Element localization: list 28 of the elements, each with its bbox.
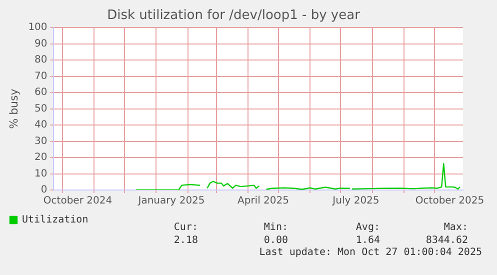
y-tick-label: 50 — [34, 103, 48, 114]
y-tick-label: 100 — [28, 22, 48, 34]
legend-label: Utilization — [22, 214, 88, 226]
y-tick-label: 40 — [34, 120, 48, 131]
y-tick-label: 60 — [34, 87, 48, 98]
text: 2.18 — [174, 235, 198, 246]
x-tick-label: July 2025 — [332, 196, 380, 207]
y-axis-title: % busy — [7, 88, 20, 129]
x-tick-label: January 2025 — [137, 196, 205, 207]
text: 1.64 — [356, 235, 380, 246]
x-tick-label: April 2025 — [237, 196, 289, 207]
y-tick-label: 0 — [40, 184, 48, 196]
text: 0.00 — [264, 235, 288, 246]
text: Last update: Mon Oct 27 01:00:04 2025 — [259, 247, 482, 258]
text: Max: — [444, 222, 468, 233]
y-tick-label: 10 — [34, 168, 48, 180]
y-tick-label: 70 — [34, 70, 48, 82]
y-tick-label: 30 — [34, 136, 48, 147]
x-tick-label: October 2024 — [43, 196, 112, 207]
text: 8344.62 — [426, 235, 468, 246]
chart-title: Disk utilization for /dev/loop1 - by year — [107, 8, 361, 24]
x-tick-label: October 2025 — [415, 196, 484, 207]
text: Avg: — [356, 222, 380, 233]
text: Cur: — [174, 222, 198, 233]
y-tick-label: 90 — [34, 38, 48, 50]
y-tick-label: 20 — [34, 152, 48, 164]
y-tick-label: 80 — [34, 54, 48, 66]
text: Min: — [264, 222, 288, 233]
